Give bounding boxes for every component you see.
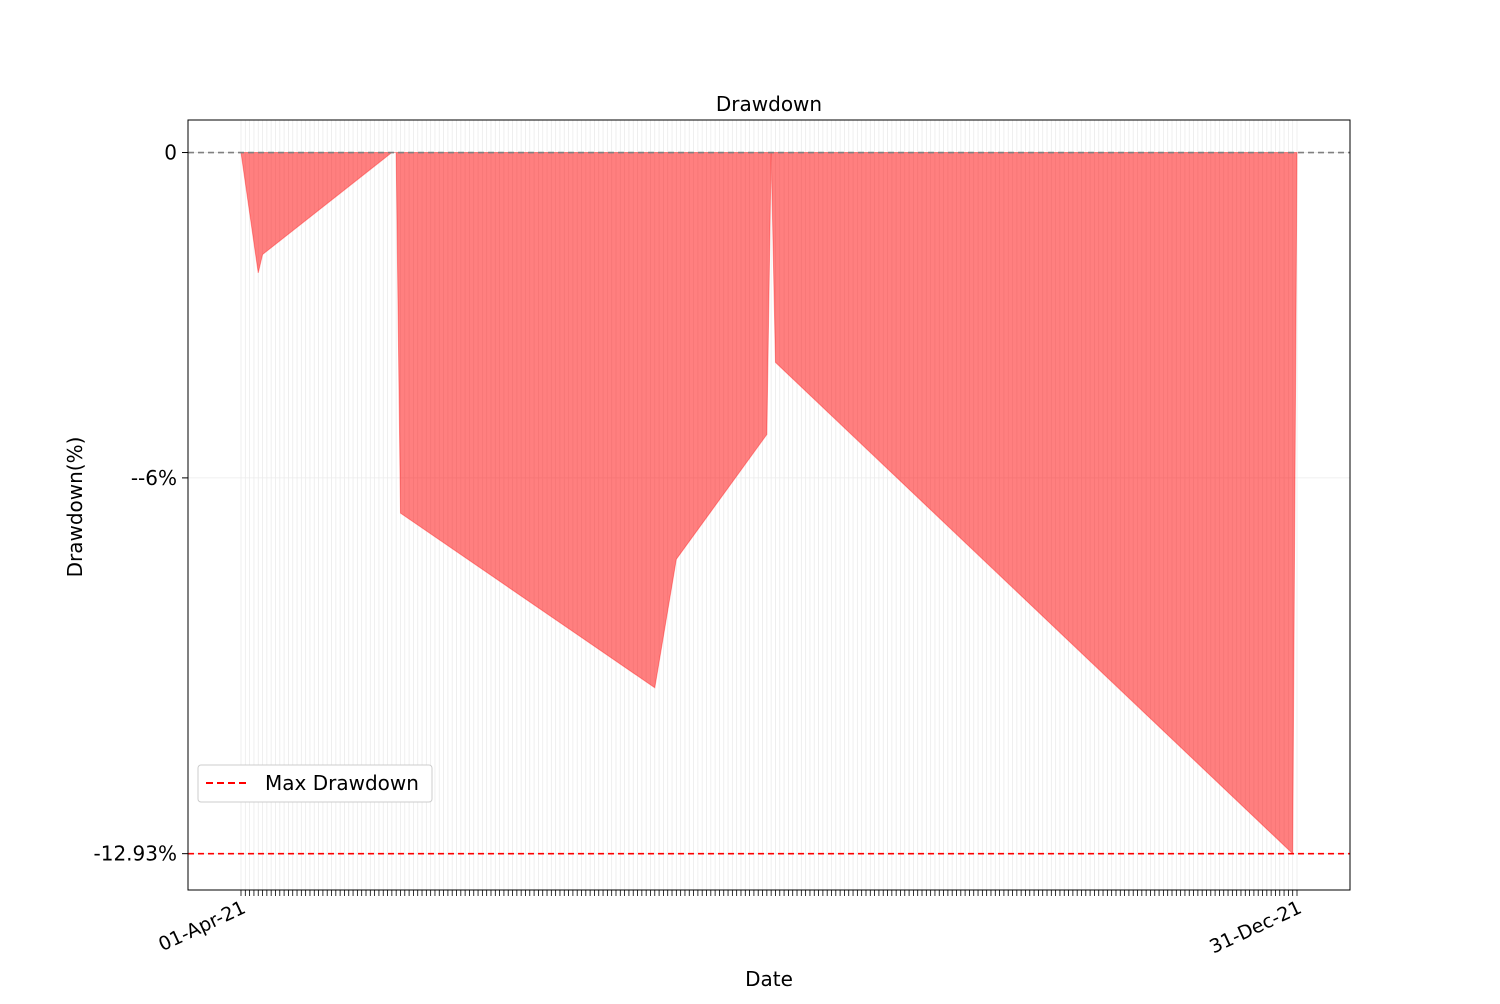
y-tick-label: --6% xyxy=(131,466,177,490)
y-tick-label: -12.93% xyxy=(94,842,177,866)
chart-title: Drawdown xyxy=(716,92,822,116)
x-tick-label: 01-Apr-21 xyxy=(155,897,249,956)
x-ticks: 01-Apr-21 31-Dec-21 xyxy=(155,890,1305,958)
x-tick-label: 31-Dec-21 xyxy=(1206,897,1305,959)
y-tick-label: 0 xyxy=(164,141,177,165)
legend-box xyxy=(197,764,433,803)
drawdown-area xyxy=(240,152,1298,855)
plot-frame xyxy=(187,119,1351,891)
y-axis-title: Drawdown(%) xyxy=(63,437,87,578)
legend-label: Max Drawdown xyxy=(265,771,419,795)
legend: Max Drawdown xyxy=(197,764,433,803)
x-axis-title: Date xyxy=(745,967,793,991)
reference-lines xyxy=(188,151,1350,855)
area-layer xyxy=(240,152,1298,855)
y-ticks: 0 --6% -12.93% xyxy=(94,141,188,866)
